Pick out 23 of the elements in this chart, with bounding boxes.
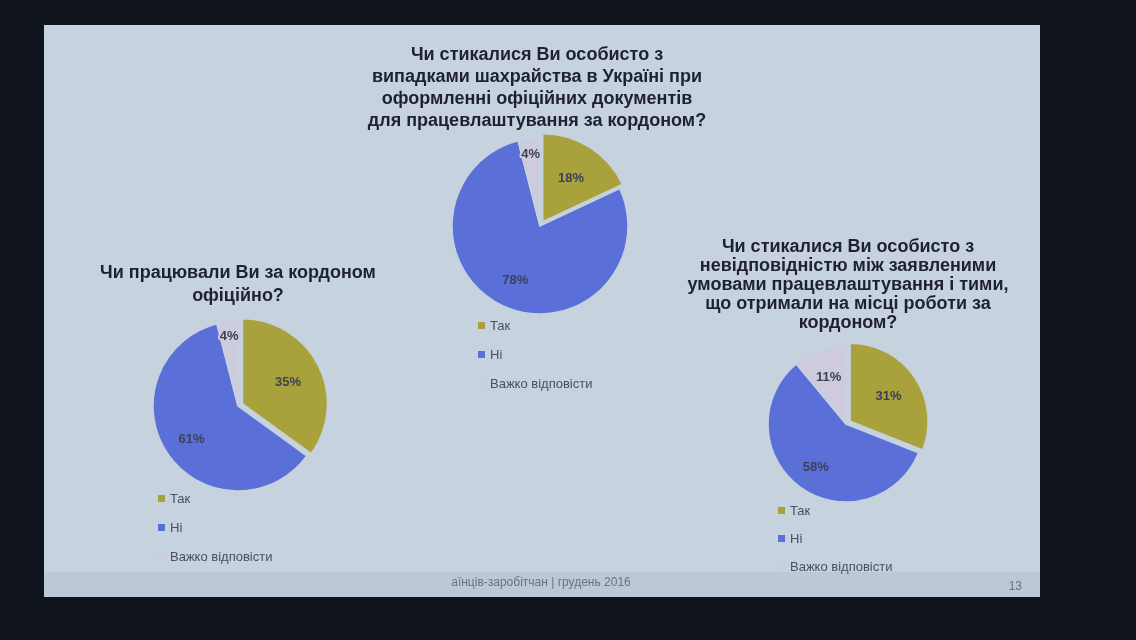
data-label: 35%: [274, 373, 302, 389]
data-label: 18%: [558, 169, 585, 185]
data-label: 78%: [502, 271, 529, 287]
legend-label: Так: [170, 491, 191, 506]
data-label: 11%: [815, 368, 842, 384]
text: 13: [1008, 579, 1023, 593]
text: аїнців-заробітчан | грудень 2016: [451, 575, 632, 589]
legend-label: Ні: [490, 347, 503, 362]
legend-label: Важко відповісти: [490, 376, 593, 391]
legend-label: Важко відповісти: [790, 559, 893, 574]
data-label: 4%: [521, 145, 541, 161]
chart-title: Чи стикалися Ви особисто з випадками шахрайства в Україні при оформленні офіційних документів для працевлаштування за кордоном?: [367, 44, 707, 130]
chart-title: Чи працювали Ви за кордоном офіційно?: [100, 262, 376, 305]
legend-label: Ні: [790, 531, 803, 546]
chart-title: Чи стикалися Ви особисто з невідповідністю між заявленими умовами працевлаштування і тими, що отримали на місці роботи за кордоном?: [687, 236, 1009, 332]
data-label: 31%: [875, 388, 903, 404]
legend-label: Так: [490, 318, 511, 333]
data-label: 58%: [802, 458, 830, 474]
data-label: 4%: [219, 328, 239, 344]
legend-label: Ні: [170, 520, 183, 535]
legend-label: Так: [790, 503, 811, 518]
data-label: 61%: [178, 430, 206, 446]
legend-label: Важко відповісти: [170, 549, 273, 564]
